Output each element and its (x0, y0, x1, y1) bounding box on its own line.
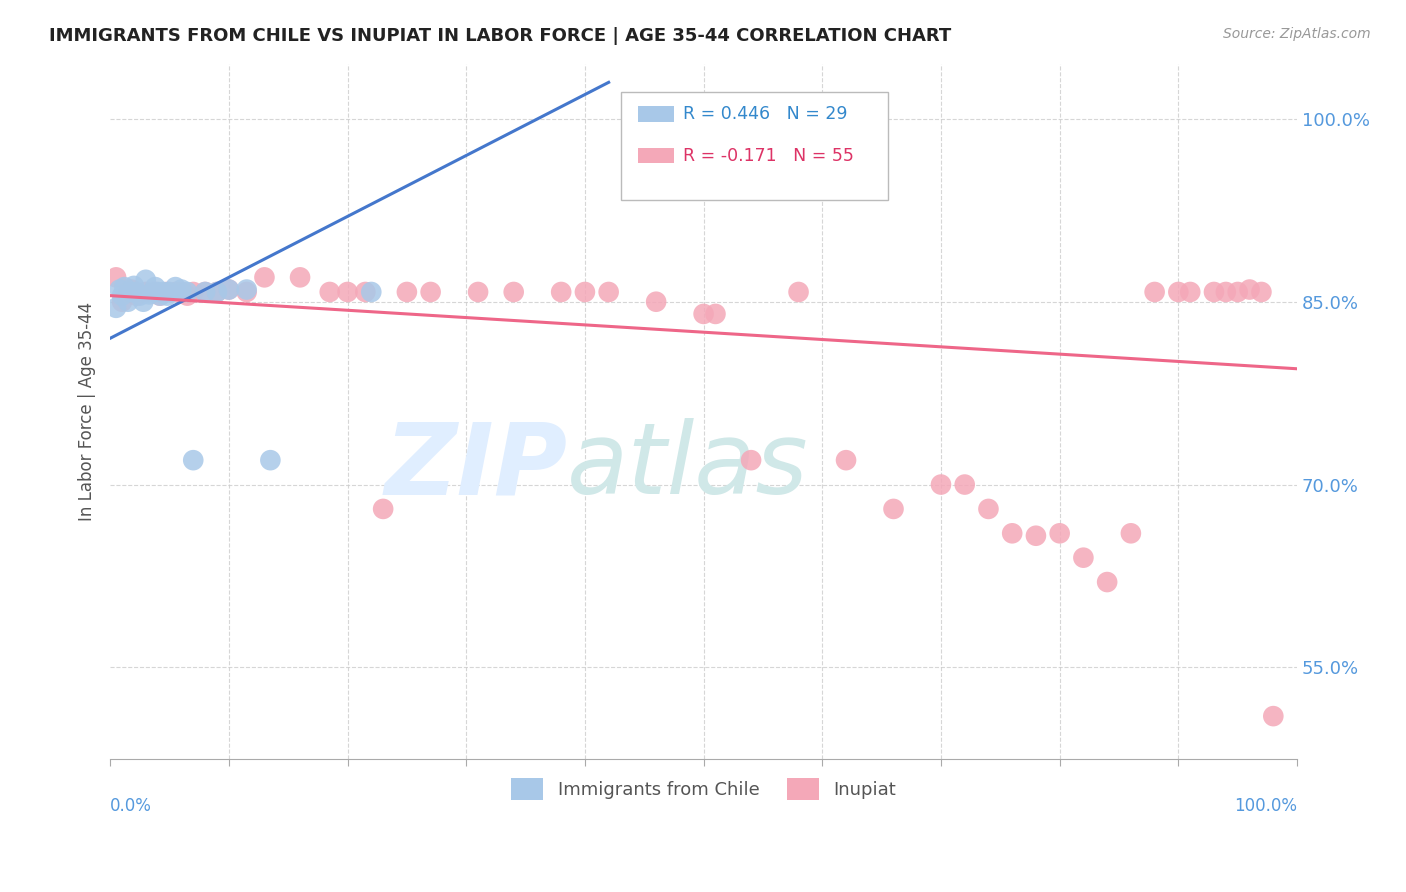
Point (146, 285, 169, 299)
Point (149, 288, 172, 302)
Point (156, 285, 179, 299)
Point (218, 283, 240, 297)
Point (108, 283, 131, 297)
Point (170, 285, 193, 299)
Point (1073, 550, 1095, 565)
Point (170, 283, 193, 297)
Point (142, 285, 165, 299)
Point (156, 288, 179, 302)
Point (117, 294, 139, 309)
Text: ZIP: ZIP (384, 418, 567, 516)
Point (502, 285, 524, 299)
Point (1095, 575, 1118, 590)
Point (105, 270, 128, 285)
Point (111, 288, 134, 302)
Point (692, 307, 714, 321)
Point (1250, 285, 1272, 299)
Point (1180, 285, 1202, 299)
Point (165, 285, 187, 299)
Point (235, 283, 257, 297)
Point (181, 285, 204, 299)
Point (149, 288, 172, 302)
Point (882, 502, 904, 516)
Point (125, 285, 148, 299)
Point (138, 287, 160, 301)
Point (1001, 526, 1024, 541)
Point (645, 294, 668, 309)
Point (259, 453, 281, 467)
Point (143, 280, 166, 294)
Text: 100.0%: 100.0% (1234, 797, 1298, 815)
Point (135, 285, 157, 299)
Point (1239, 283, 1261, 297)
Point (1263, 709, 1285, 723)
Point (1215, 285, 1237, 299)
Point (953, 477, 976, 491)
Point (354, 285, 377, 299)
Bar (638, 148, 673, 163)
Text: Source: ZipAtlas.com: Source: ZipAtlas.com (1223, 27, 1371, 41)
Text: atlas: atlas (567, 418, 808, 516)
Point (121, 283, 143, 297)
Point (143, 285, 166, 299)
Point (1143, 285, 1166, 299)
Text: IMMIGRANTS FROM CHILE VS INUPIAT IN LABOR FORCE | AGE 35-44 CORRELATION CHART: IMMIGRANTS FROM CHILE VS INUPIAT IN LABO… (49, 27, 952, 45)
Point (111, 294, 134, 309)
Legend: Immigrants from Chile, Inupiat: Immigrants from Chile, Inupiat (502, 769, 905, 809)
Text: R = 0.446   N = 29: R = 0.446 N = 29 (683, 105, 848, 123)
Point (235, 285, 257, 299)
Point (125, 288, 148, 302)
Point (112, 280, 135, 294)
Point (977, 502, 1000, 516)
Point (165, 280, 187, 294)
Point (835, 453, 858, 467)
Point (132, 294, 155, 309)
Point (1202, 285, 1225, 299)
Point (105, 301, 128, 315)
Point (194, 285, 217, 299)
Point (1167, 285, 1189, 299)
Point (740, 453, 762, 467)
Point (121, 285, 143, 299)
Point (253, 270, 276, 285)
Point (1119, 526, 1142, 541)
Point (787, 285, 810, 299)
Bar (638, 106, 673, 121)
Point (373, 502, 395, 516)
Point (117, 285, 139, 299)
Y-axis label: In Labor Force | Age 35-44: In Labor Force | Age 35-44 (79, 301, 96, 521)
Point (128, 288, 150, 302)
Point (704, 307, 727, 321)
Point (122, 278, 145, 293)
Point (152, 285, 174, 299)
Text: R = -0.171   N = 55: R = -0.171 N = 55 (683, 147, 855, 165)
Point (135, 273, 157, 287)
Point (467, 285, 489, 299)
Point (574, 285, 596, 299)
Point (1025, 529, 1047, 543)
Point (176, 285, 198, 299)
Point (218, 283, 240, 297)
Point (176, 288, 198, 302)
FancyBboxPatch shape (620, 92, 887, 200)
Point (336, 285, 359, 299)
Point (395, 285, 418, 299)
Point (550, 285, 572, 299)
Point (360, 285, 382, 299)
Point (205, 285, 228, 299)
Point (181, 453, 204, 467)
Point (319, 285, 342, 299)
Point (159, 285, 181, 299)
Point (419, 285, 441, 299)
Point (1226, 285, 1249, 299)
Point (288, 270, 311, 285)
Point (929, 477, 952, 491)
Text: 0.0%: 0.0% (110, 797, 152, 815)
Point (194, 285, 217, 299)
Point (205, 285, 228, 299)
Point (1049, 526, 1071, 541)
Point (598, 285, 620, 299)
